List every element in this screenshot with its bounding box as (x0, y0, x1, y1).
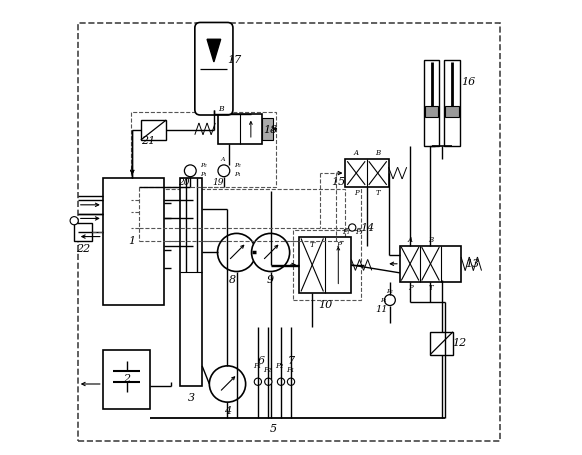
Circle shape (254, 378, 261, 385)
Bar (180, 177, 202, 386)
Bar (141, 120, 166, 140)
Bar (400, 246, 461, 282)
Text: 6: 6 (258, 356, 265, 366)
Text: 11: 11 (375, 305, 388, 313)
Text: 16: 16 (461, 77, 475, 87)
Circle shape (385, 295, 395, 305)
Text: P₂: P₂ (234, 163, 241, 168)
Text: P: P (336, 241, 341, 249)
Bar (346, 159, 389, 187)
Bar (445, 106, 459, 117)
Text: P₁: P₁ (200, 172, 207, 177)
Text: P₂: P₂ (386, 289, 393, 294)
Text: T: T (428, 284, 433, 292)
Bar (430, 332, 453, 354)
Text: 20: 20 (178, 177, 189, 187)
Circle shape (278, 378, 285, 385)
Text: A: A (220, 157, 225, 162)
Text: A: A (354, 149, 359, 157)
Text: P: P (408, 284, 413, 292)
Text: 2: 2 (123, 374, 130, 384)
Circle shape (70, 217, 78, 225)
Circle shape (288, 378, 294, 385)
Text: 21: 21 (141, 136, 155, 147)
Text: P₂: P₂ (355, 228, 363, 236)
Bar (424, 60, 439, 146)
Text: 3: 3 (187, 393, 195, 403)
FancyBboxPatch shape (195, 22, 233, 115)
Text: P₁: P₁ (234, 172, 241, 177)
Text: T: T (375, 189, 380, 197)
Bar (103, 350, 150, 409)
Bar (425, 106, 438, 117)
Circle shape (210, 366, 246, 402)
Bar (132, 189, 345, 241)
Circle shape (218, 165, 230, 177)
Text: P₁: P₁ (342, 228, 349, 236)
Text: B: B (428, 236, 433, 244)
Text: A: A (407, 236, 413, 244)
Text: P₂: P₂ (200, 163, 207, 168)
Text: 8: 8 (229, 275, 236, 285)
Polygon shape (207, 39, 221, 62)
Text: 14: 14 (360, 222, 374, 233)
Text: 22: 22 (76, 244, 90, 254)
Text: 19: 19 (212, 177, 224, 187)
Circle shape (349, 224, 356, 231)
Circle shape (184, 165, 196, 177)
Bar (74, 223, 93, 241)
Bar (218, 114, 262, 144)
Bar (132, 112, 276, 187)
Text: P₂: P₂ (263, 366, 271, 374)
Text: P: P (354, 189, 359, 197)
Text: P₁: P₁ (253, 362, 261, 370)
Text: 13: 13 (466, 259, 480, 269)
Circle shape (218, 233, 255, 272)
Text: 1: 1 (129, 236, 136, 246)
Circle shape (251, 233, 290, 272)
Circle shape (265, 378, 272, 385)
Text: 4: 4 (224, 406, 231, 416)
Text: 5: 5 (269, 425, 276, 435)
Bar (444, 60, 460, 146)
Text: P₁: P₁ (380, 298, 387, 303)
Bar (299, 237, 352, 293)
Text: P₁: P₁ (286, 366, 294, 374)
Bar (293, 230, 361, 300)
Bar (262, 118, 274, 140)
Text: B: B (375, 149, 380, 157)
Text: 9: 9 (267, 275, 274, 285)
Text: 12: 12 (453, 338, 467, 348)
Text: 7: 7 (288, 356, 294, 366)
Text: 17: 17 (227, 55, 242, 65)
Text: P₂: P₂ (276, 362, 283, 370)
Text: B: B (218, 105, 224, 113)
Text: 10: 10 (318, 299, 332, 309)
Bar (103, 177, 164, 304)
Text: 15: 15 (332, 177, 346, 187)
Text: T: T (310, 241, 315, 249)
Text: 18: 18 (264, 125, 278, 135)
